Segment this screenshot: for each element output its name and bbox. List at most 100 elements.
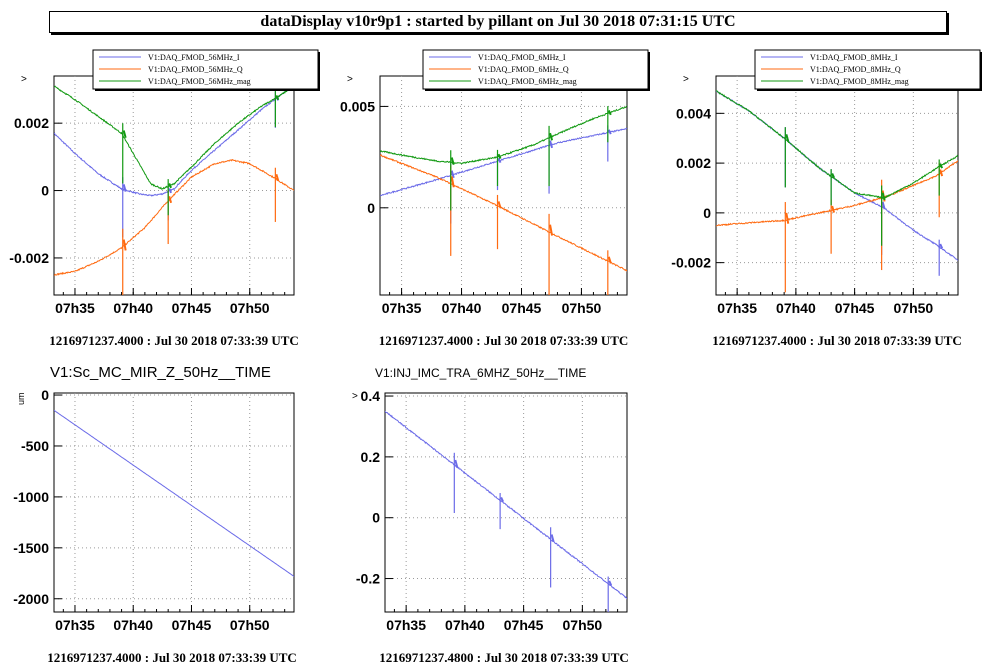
glitch-ringdown (785, 134, 790, 142)
timestamp-footer: 1216971237.4800 : Jul 30 2018 07:33:39 U… (379, 650, 629, 665)
legend-entry: V1:DAQ_FMOD_6MHz_Q (478, 65, 569, 74)
legend-entry: V1:DAQ_FMOD_56MHz_Q (148, 65, 243, 74)
y-tick-label: -500 (21, 438, 49, 454)
glitch-ringdown (122, 130, 127, 138)
glitch-ringdown (500, 496, 504, 503)
glitch-ringdown (607, 129, 612, 135)
y-tick-label: -1000 (13, 489, 49, 505)
x-tick-label: 07h45 (172, 300, 212, 316)
chart-title: V1:INJ_IMC_TRA_6MHZ_50Hz__TIME (375, 366, 586, 380)
glitch-ringdown (939, 163, 944, 169)
series-line (54, 158, 294, 276)
legend-entry: V1:DAQ_FMOD_6MHz_I (478, 53, 566, 62)
glitch-ringdown (275, 173, 280, 182)
legend-entry: V1:DAQ_FMOD_8MHz_I (810, 53, 898, 62)
glitch-ringdown (549, 132, 554, 141)
series-line (716, 90, 958, 200)
glitch-ringdown (168, 183, 173, 189)
y-tick-label: 0 (41, 183, 49, 199)
y-tick-label: -0.002 (671, 255, 711, 271)
x-tick-label: 07h40 (442, 300, 482, 316)
series-line (385, 410, 627, 600)
x-tick-label: 07h50 (894, 300, 934, 316)
y-axis-label: > (683, 74, 689, 85)
x-tick-label: 07h50 (562, 300, 602, 316)
series-line (54, 85, 294, 190)
legend-entry: V1:DAQ_FMOD_56MHz_I (148, 53, 240, 62)
x-tick-label: 07h35 (55, 617, 95, 633)
plot-frame (384, 392, 628, 613)
y-tick-label: 0.2 (361, 449, 381, 465)
timestamp-footer: 1216971237.4000 : Jul 30 2018 07:33:39 U… (47, 650, 297, 665)
y-tick-label: -0.002 (9, 250, 49, 266)
y-tick-label: 0 (372, 510, 380, 526)
x-tick-label: 07h35 (386, 617, 426, 633)
glitch-ringdown (831, 205, 836, 213)
chart-panel-1: 07h35 07h40 07h45 07h50 0.002 0 -0.002 > V1:DAQ_… (9, 49, 320, 348)
y-tick-label: 0 (367, 200, 375, 216)
legend-entry: V1:DAQ_FMOD_6MHz_mag (478, 77, 577, 86)
y-tick-label: -1500 (13, 540, 49, 556)
y-tick-label: 0.005 (340, 98, 375, 114)
plot-frame (715, 75, 959, 296)
glitch-ringdown (831, 173, 835, 179)
glitch-ringdown (607, 256, 612, 264)
y-axis-label: um (16, 392, 26, 405)
glitch-ringdown (939, 243, 944, 249)
y-axis-label: > (352, 391, 358, 402)
y-axis-label: > (347, 74, 353, 85)
x-tick-label: 07h45 (835, 300, 875, 316)
glitch-ringdown (550, 534, 555, 542)
glitch-ringdown (450, 170, 455, 179)
x-tick-label: 07h40 (113, 300, 153, 316)
x-tick-label: 07h35 (382, 300, 422, 316)
x-tick-label: 07h50 (230, 300, 270, 316)
series-line (54, 409, 294, 577)
x-tick-label: 07h45 (504, 617, 544, 633)
glitch-ringdown (881, 192, 886, 201)
chart-title: V1:Sc_MC_MIR_Z_50Hz__TIME (50, 364, 271, 381)
legend-entry: V1:DAQ_FMOD_8MHz_mag (810, 77, 909, 86)
x-tick-label: 07h50 (230, 617, 270, 633)
plot-frame (53, 75, 295, 296)
glitch-ringdown (607, 110, 612, 116)
window-title: dataDisplay v10r9p1 : started by pillant… (49, 11, 947, 33)
series-line (716, 160, 958, 227)
glitch-ringdown (168, 196, 173, 204)
glitch-ringdown (497, 157, 502, 164)
glitch-ringdown (549, 224, 554, 236)
series-line (380, 105, 627, 165)
chart-panel-4: 07h35 07h40 07h45 07h50 0 -500 -1000 -1500 -2000… (13, 364, 297, 665)
glitch-ringdown (122, 239, 127, 251)
glitch-ringdown (497, 201, 502, 209)
glitch-ringdown (497, 153, 502, 159)
glitch-ringdown (450, 157, 455, 165)
glitch-ringdown (454, 459, 459, 468)
plot-frame (53, 392, 295, 613)
glitch-ringdown (549, 140, 554, 149)
x-tick-label: 07h45 (502, 300, 542, 316)
glitch-ringdown (168, 188, 173, 194)
glitch-ringdown (122, 184, 127, 192)
legend-entry: V1:DAQ_FMOD_8MHz_Q (810, 65, 901, 74)
plot-frame (379, 75, 628, 296)
glitch-ringdown (785, 212, 790, 224)
chart-panel-5: 07h35 07h40 07h45 07h50 0.4 0.2 0 -0.2 > V1:INJ_I… (352, 366, 629, 665)
y-tick-label: 0 (703, 205, 711, 221)
glitch-ringdown (608, 580, 613, 586)
glitch-ringdown (939, 169, 944, 177)
x-tick-label: 07h40 (776, 300, 816, 316)
x-tick-label: 07h45 (172, 617, 212, 633)
y-tick-label: -0.2 (356, 571, 380, 587)
x-tick-label: 07h50 (563, 617, 603, 633)
y-tick-label: 0.002 (676, 155, 711, 171)
x-tick-label: 07h40 (113, 617, 153, 633)
chart-panel-2: 07h35 07h40 07h45 07h50 0.005 0 > V1:DAQ_FMOD_6… (340, 49, 650, 348)
glitch-ringdown (881, 201, 886, 210)
chart-panel-3: 07h35 07h40 07h45 07h50 0.004 0.002 0 -0.002 > V1… (671, 49, 982, 348)
y-tick-label: -2000 (13, 591, 49, 607)
series-line (380, 154, 627, 272)
timestamp-footer: 1216971237.4000 : Jul 30 2018 07:33:39 U… (49, 333, 299, 348)
series-line (54, 85, 294, 197)
